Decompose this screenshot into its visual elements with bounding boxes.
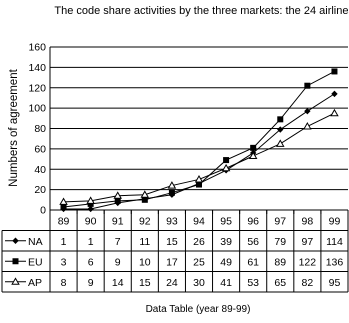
legend-entry: NA bbox=[5, 236, 43, 248]
y-tick-label: 0 bbox=[40, 205, 46, 217]
data-label: 95 bbox=[329, 277, 341, 289]
data-label: 1 bbox=[61, 236, 67, 248]
data-point bbox=[167, 181, 177, 189]
data-point bbox=[59, 197, 68, 205]
series-line bbox=[63, 93, 335, 210]
y-tick-labels: 0 20 40 60 80 100 120 140 160 bbox=[28, 42, 46, 217]
x-tick-label: 90 bbox=[85, 215, 97, 227]
data-label: 6 bbox=[88, 256, 94, 268]
x-tick-label: 94 bbox=[193, 215, 205, 227]
data-label: 9 bbox=[115, 256, 121, 268]
data-label: 82 bbox=[302, 277, 314, 289]
data-label: 39 bbox=[220, 236, 232, 248]
y-axis-label: Numbers of agreement bbox=[8, 68, 20, 186]
data-point bbox=[304, 82, 311, 89]
axes bbox=[49, 47, 349, 214]
y-tick-label: 20 bbox=[34, 184, 46, 196]
legend-entry: AP bbox=[5, 277, 42, 289]
data-label: 3 bbox=[61, 256, 67, 268]
data-label: 15 bbox=[139, 277, 151, 289]
data-point bbox=[196, 181, 202, 188]
data-label: 136 bbox=[326, 256, 344, 268]
y-tick-label: 160 bbox=[28, 42, 46, 54]
data-point bbox=[330, 108, 339, 117]
data-point bbox=[331, 68, 338, 75]
y-tick-label: 100 bbox=[28, 103, 46, 115]
data-label: 89 bbox=[274, 256, 286, 268]
x-tick-label: 89 bbox=[58, 215, 70, 227]
data-point bbox=[12, 258, 19, 265]
series-lines bbox=[59, 68, 339, 213]
data-label: 56 bbox=[247, 236, 259, 248]
legend-entry: EU bbox=[5, 256, 43, 268]
data-label: 11 bbox=[139, 236, 150, 248]
y-tick-label: 60 bbox=[34, 143, 46, 155]
y-tick-label: 120 bbox=[28, 82, 46, 94]
legend-label: AP bbox=[28, 277, 42, 289]
data-point bbox=[12, 237, 19, 244]
chart-title: The code share activities by the three m… bbox=[54, 5, 349, 17]
x-tick-label: 98 bbox=[302, 215, 314, 227]
data-label: 1 bbox=[88, 236, 94, 248]
data-point bbox=[11, 277, 20, 285]
x-tick-label: 99 bbox=[329, 215, 341, 227]
data-label: 14 bbox=[112, 277, 124, 289]
data-label: 24 bbox=[166, 277, 178, 289]
data-point bbox=[141, 196, 148, 203]
data-label: 7 bbox=[115, 236, 121, 248]
data-label: 49 bbox=[220, 256, 232, 268]
data-point bbox=[87, 205, 94, 213]
series-line bbox=[63, 112, 335, 203]
data-point bbox=[168, 189, 175, 196]
data-point bbox=[303, 122, 312, 130]
data-point bbox=[277, 126, 284, 133]
data-label: 10 bbox=[139, 256, 151, 268]
data-point bbox=[194, 175, 204, 183]
data-point bbox=[114, 197, 121, 204]
data-label: 53 bbox=[247, 277, 259, 289]
data-label: 122 bbox=[299, 256, 317, 268]
data-point bbox=[221, 163, 231, 172]
data-label: 97 bbox=[302, 236, 314, 248]
data-point bbox=[276, 139, 285, 147]
data-point bbox=[250, 144, 257, 151]
x-tick-label: 97 bbox=[274, 215, 286, 227]
legend-label: NA bbox=[28, 236, 43, 248]
x-tick-label: 92 bbox=[139, 215, 151, 227]
data-point bbox=[331, 90, 338, 98]
data-label: 114 bbox=[326, 236, 343, 248]
x-tick-label: 96 bbox=[247, 215, 259, 227]
y-tick-label: 140 bbox=[28, 62, 46, 74]
x-tick-label: 91 bbox=[112, 215, 124, 227]
data-point bbox=[248, 151, 258, 160]
data-label: 65 bbox=[274, 277, 286, 289]
data-label: 41 bbox=[220, 277, 232, 289]
data-point bbox=[304, 107, 311, 115]
gridlines bbox=[50, 46, 348, 191]
data-label: 25 bbox=[193, 256, 205, 268]
legend-label: EU bbox=[28, 256, 43, 268]
data-label: 17 bbox=[166, 256, 178, 268]
data-point bbox=[113, 191, 122, 199]
data-point bbox=[87, 200, 94, 207]
data-label: 8 bbox=[61, 277, 67, 289]
x-axis-label: Data Table (year 89-99) bbox=[146, 304, 251, 315]
x-tick-label: 93 bbox=[166, 215, 178, 227]
data-point bbox=[277, 116, 284, 123]
data-label: 9 bbox=[88, 277, 94, 289]
y-tick-label: 80 bbox=[34, 123, 46, 135]
x-tick-label: 95 bbox=[220, 215, 232, 227]
data-point bbox=[223, 157, 230, 164]
data-label: 30 bbox=[193, 277, 205, 289]
data-label: 79 bbox=[274, 236, 286, 248]
data-point bbox=[60, 203, 67, 210]
data-label: 26 bbox=[193, 236, 205, 248]
data-point bbox=[86, 196, 95, 204]
data-point bbox=[140, 190, 150, 198]
data-label: 15 bbox=[166, 236, 178, 248]
data-label: 61 bbox=[247, 256, 259, 268]
y-tick-label: 40 bbox=[34, 164, 46, 176]
